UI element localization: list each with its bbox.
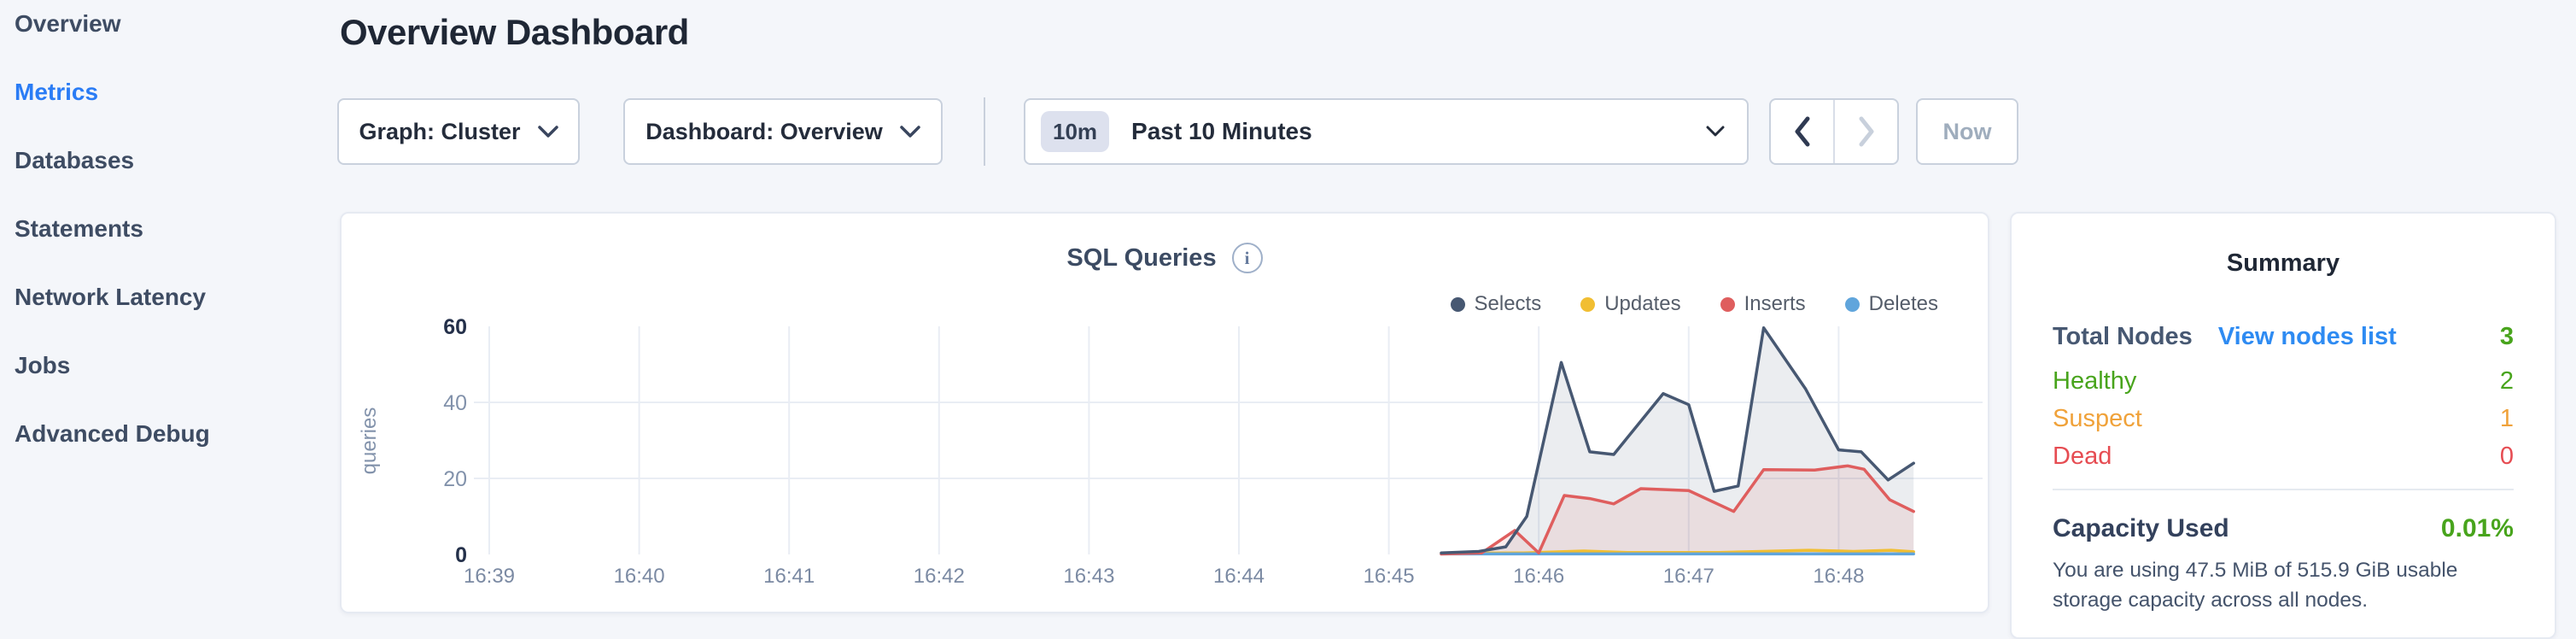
now-button-label: Now bbox=[1942, 118, 1992, 144]
svg-text:0: 0 bbox=[455, 543, 467, 567]
sidebar: Overview Metrics Databases Statements Ne… bbox=[0, 0, 335, 613]
svg-text:16:45: 16:45 bbox=[1364, 565, 1415, 588]
step-back-button[interactable] bbox=[1771, 100, 1833, 163]
dead-row: Dead 0 bbox=[2053, 443, 2514, 471]
time-range-label: Past 10 Minutes bbox=[1131, 118, 1312, 144]
suspect-label: Suspect bbox=[2053, 405, 2142, 432]
svg-text:16:43: 16:43 bbox=[1063, 565, 1114, 588]
legend-item-updates: Updates bbox=[1580, 292, 1681, 316]
now-button[interactable]: Now bbox=[1916, 98, 2018, 165]
summary-panel: Summary Total Nodes View nodes list 3 He… bbox=[2010, 212, 2556, 639]
capacity-value: 0.01% bbox=[2440, 514, 2514, 542]
healthy-row: Healthy 2 bbox=[2053, 367, 2514, 396]
chevron-down-icon bbox=[537, 125, 558, 138]
toolbar-divider bbox=[984, 97, 985, 166]
chart-title-row: SQL Queries i bbox=[342, 243, 1988, 273]
sql-queries-chart-card: SQL Queries i Selects Updates Inserts De… bbox=[340, 212, 1989, 613]
chart-title: SQL Queries bbox=[1066, 243, 1217, 272]
capacity-description: You are using 47.5 MiB of 515.9 GiB usab… bbox=[2053, 559, 2458, 612]
chart-legend: Selects Updates Inserts Deletes bbox=[1450, 292, 1938, 316]
sidebar-item-statements[interactable]: Statements bbox=[15, 215, 143, 242]
time-range-badge: 10m bbox=[1041, 111, 1110, 152]
deletes-dot-icon bbox=[1844, 296, 1860, 312]
dashboard-dropdown-label: Dashboard: Overview bbox=[645, 118, 883, 144]
total-nodes-row: Total Nodes View nodes list 3 bbox=[2053, 323, 2514, 351]
svg-text:16:47: 16:47 bbox=[1663, 565, 1714, 588]
legend-label: Updates bbox=[1604, 292, 1681, 315]
chevron-right-icon bbox=[1859, 116, 1873, 147]
svg-text:16:42: 16:42 bbox=[914, 565, 965, 588]
chevron-left-icon bbox=[1795, 116, 1809, 147]
inserts-dot-icon bbox=[1720, 296, 1735, 312]
chevron-down-icon bbox=[1706, 126, 1725, 137]
dashboard-dropdown[interactable]: Dashboard: Overview bbox=[623, 98, 943, 165]
legend-label: Inserts bbox=[1744, 292, 1806, 315]
svg-text:16:44: 16:44 bbox=[1213, 565, 1265, 588]
dead-label: Dead bbox=[2053, 443, 2112, 470]
summary-divider bbox=[2053, 489, 2514, 490]
legend-item-selects: Selects bbox=[1450, 292, 1542, 316]
sidebar-item-jobs[interactable]: Jobs bbox=[15, 352, 71, 378]
chevron-down-icon bbox=[900, 125, 920, 138]
svg-text:16:39: 16:39 bbox=[464, 565, 515, 588]
healthy-value: 2 bbox=[2499, 367, 2514, 395]
graph-dropdown-label: Graph: Cluster bbox=[359, 118, 521, 144]
svg-text:40: 40 bbox=[443, 391, 467, 415]
capacity-label: Capacity Used bbox=[2053, 514, 2229, 542]
sidebar-item-metrics[interactable]: Metrics bbox=[15, 79, 99, 105]
legend-label: Selects bbox=[1474, 292, 1542, 315]
capacity-row: Capacity Used 0.01% bbox=[2053, 514, 2514, 543]
selects-dot-icon bbox=[1450, 296, 1465, 312]
updates-dot-icon bbox=[1580, 296, 1596, 312]
svg-text:16:40: 16:40 bbox=[614, 565, 665, 588]
page-title: Overview Dashboard bbox=[340, 12, 689, 52]
graph-dropdown[interactable]: Graph: Cluster bbox=[337, 98, 580, 165]
suspect-value: 1 bbox=[2499, 405, 2514, 432]
svg-text:60: 60 bbox=[443, 315, 467, 339]
healthy-label: Healthy bbox=[2053, 367, 2137, 395]
legend-label: Deletes bbox=[1868, 292, 1938, 315]
sidebar-item-databases[interactable]: Databases bbox=[15, 147, 135, 173]
sidebar-item-advanced-debug[interactable]: Advanced Debug bbox=[15, 420, 210, 447]
step-forward-button[interactable] bbox=[1833, 100, 1897, 163]
svg-text:queries: queries bbox=[358, 407, 381, 475]
info-icon[interactable]: i bbox=[1231, 243, 1263, 273]
summary-title: Summary bbox=[2226, 249, 2340, 277]
total-nodes-value: 3 bbox=[2499, 323, 2514, 350]
legend-item-deletes: Deletes bbox=[1844, 292, 1938, 316]
svg-text:20: 20 bbox=[443, 467, 467, 491]
suspect-row: Suspect 1 bbox=[2053, 405, 2514, 433]
time-step-buttons bbox=[1769, 98, 1899, 165]
dead-value: 0 bbox=[2499, 443, 2514, 470]
sidebar-item-overview[interactable]: Overview bbox=[15, 10, 121, 37]
sql-queries-chart: 0 20 40 60 16:39 16:40 16:41 16:42 16:43 16:44 16:… bbox=[358, 315, 1983, 588]
svg-text:16:46: 16:46 bbox=[1513, 565, 1564, 588]
svg-text:16:41: 16:41 bbox=[763, 565, 815, 588]
total-nodes-label: Total Nodes bbox=[2053, 323, 2193, 350]
legend-item-inserts: Inserts bbox=[1720, 292, 1806, 316]
svg-text:16:48: 16:48 bbox=[1813, 565, 1864, 588]
view-nodes-list-link[interactable]: View nodes list bbox=[2217, 323, 2397, 350]
sidebar-item-network-latency[interactable]: Network Latency bbox=[15, 284, 207, 310]
time-range-selector[interactable]: 10m Past 10 Minutes bbox=[1024, 98, 1749, 165]
